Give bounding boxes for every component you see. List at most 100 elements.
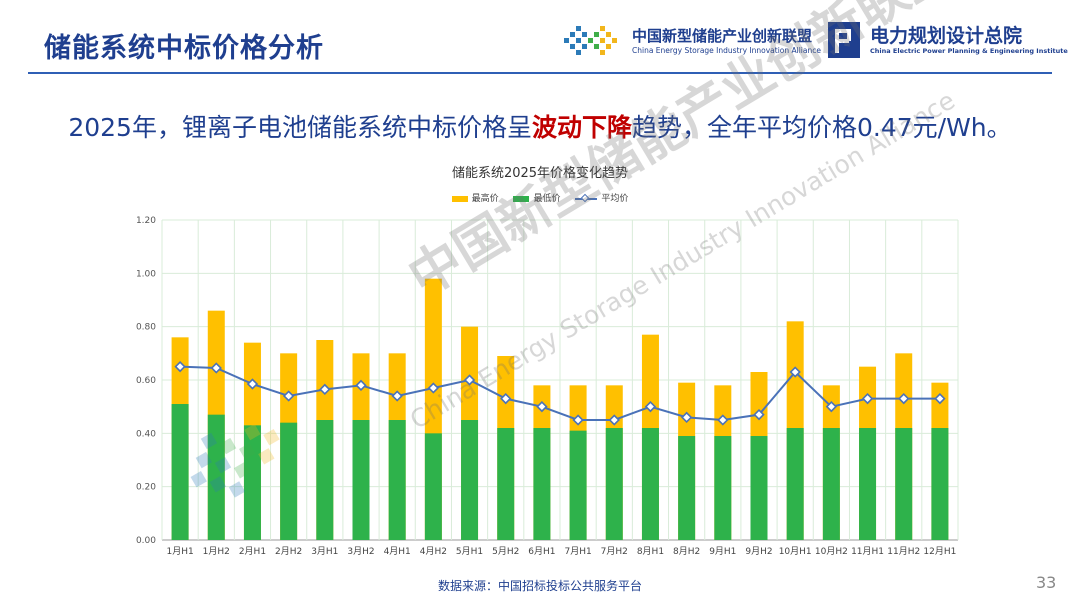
avg-price-point	[825, 401, 838, 413]
y-tick-label: 0.60	[136, 376, 156, 386]
bar-min-price	[533, 428, 551, 540]
bar-min-price	[895, 428, 913, 540]
avg-price-point	[898, 393, 910, 405]
headline-suffix: 趋势，全年平均价格0.47元/Wh。	[631, 113, 1012, 142]
x-tick-label: 2月H1	[239, 546, 266, 557]
x-tick-label: 9月H1	[709, 546, 736, 557]
avg-price-point	[319, 383, 331, 395]
x-tick-label: 3月H1	[311, 546, 338, 557]
avg-price-line	[180, 365, 940, 422]
x-tick-label: 8月H2	[673, 546, 700, 557]
institute-name-cn: 电力规划设计总院	[870, 25, 1023, 47]
avg-price-point	[717, 414, 729, 426]
x-tick-label: 1月H1	[166, 546, 193, 557]
y-tick-label: 0.00	[136, 536, 156, 546]
bar-min-price	[461, 420, 479, 540]
avg-price-point	[789, 366, 801, 378]
bar-min-price	[424, 433, 442, 540]
chart-legend: 最高价 最低价 平均价	[0, 191, 1080, 204]
bar-min-price	[641, 428, 659, 540]
y-tick-label: 1.20	[136, 216, 156, 226]
legend-marker-avg	[575, 194, 598, 203]
y-tick-label: 0.20	[136, 483, 156, 493]
bar-min-price	[388, 420, 406, 540]
alliance-name-en: China Energy Storage Industry Innovation…	[632, 46, 821, 55]
x-tick-label: 10月H2	[815, 546, 848, 557]
legend-item-avg: 平均价	[575, 191, 628, 204]
x-tick-label: 7月H2	[601, 546, 628, 557]
avg-price-point	[391, 390, 403, 402]
x-tick-label: 11月H1	[851, 546, 884, 557]
institute-logo-icon	[828, 22, 860, 58]
bar-min-price	[714, 436, 732, 540]
x-tick-label: 7月H1	[564, 546, 591, 557]
page-number: 33	[1036, 573, 1057, 592]
x-tick-label: 3月H2	[347, 546, 374, 557]
x-tick-label: 4月H2	[420, 546, 447, 557]
legend-label-min: 最低价	[533, 194, 561, 204]
bar-min-price	[352, 420, 370, 540]
bar-min-price	[822, 428, 840, 540]
avg-price-point	[210, 362, 222, 374]
x-tick-label: 11月H2	[887, 546, 920, 557]
bar-min-price	[280, 422, 298, 540]
y-tick-label: 0.40	[136, 429, 156, 439]
bar-min-price	[316, 420, 334, 540]
x-tick-label: 2月H2	[275, 546, 302, 557]
legend-item-max: 最高价	[451, 191, 499, 204]
bar-min-price	[243, 425, 261, 540]
legend-swatch-max	[451, 195, 468, 202]
avg-price-point	[355, 379, 367, 391]
avg-price-point	[934, 393, 946, 405]
avg-price-point	[500, 393, 512, 405]
legend-label-max: 最高价	[471, 194, 499, 204]
x-tick-label: 5月H1	[456, 546, 483, 557]
bar-min-price	[207, 414, 225, 540]
avg-price-point	[608, 414, 620, 426]
y-tick-label: 0.80	[136, 323, 156, 333]
avg-price-point	[536, 401, 548, 413]
y-tick-label: 1.00	[136, 269, 156, 279]
bar-min-price	[786, 428, 804, 540]
avg-price-point	[463, 374, 476, 386]
institute-name-en: China Electric Power Planning & Engineer…	[870, 47, 1068, 55]
chart-title: 储能系统2025年价格变化趋势	[451, 166, 629, 181]
alliance-name-cn: 中国新型储能产业创新联盟	[632, 27, 813, 45]
avg-price-point	[572, 414, 584, 426]
avg-price-point	[246, 378, 259, 390]
legend-swatch-min	[513, 195, 530, 202]
x-tick-label: 6月H1	[528, 546, 555, 557]
avg-price-point	[753, 409, 765, 421]
bar-min-price	[931, 428, 949, 540]
institute-logo: 电力规划设计总院 China Electric Power Planning &…	[826, 18, 1068, 68]
bar-min-price	[497, 428, 515, 540]
headline: 2025年，锂离子电池储能系统中标价格呈波动下降趋势，全年平均价格0.47元/W…	[0, 108, 1080, 144]
x-tick-label: 4月H1	[384, 546, 411, 557]
x-tick-label: 1月H2	[203, 546, 230, 557]
avg-price-point	[174, 361, 186, 373]
bar-min-price	[569, 430, 587, 540]
data-source-note: 数据来源：中国招标投标公共服务平台	[437, 579, 642, 593]
bar-min-price	[678, 436, 696, 540]
avg-price-point	[861, 393, 874, 405]
watermark-logo-icon	[190, 423, 280, 498]
x-tick-label: 9月H2	[745, 546, 772, 557]
bar-min-price	[171, 404, 189, 540]
avg-price-point	[644, 401, 657, 413]
slide-title: 储能系统中标价格分析	[44, 33, 324, 64]
bar-min-price	[750, 436, 768, 540]
bar-min-price	[605, 428, 623, 540]
x-tick-label: 8月H1	[637, 546, 664, 557]
x-tick-label: 5月H2	[492, 546, 519, 557]
header-divider	[28, 72, 1052, 74]
avg-price-point	[427, 382, 440, 394]
headline-prefix: 2025年，锂离子电池储能系统中标价格呈	[68, 113, 532, 142]
x-tick-label: 12月H1	[923, 546, 956, 557]
headline-highlight: 波动下降	[531, 113, 632, 142]
legend-label-avg: 平均价	[601, 194, 629, 204]
bar-min-price	[859, 428, 877, 540]
x-tick-label: 10月H1	[779, 546, 812, 557]
alliance-logo: 中国新型储能产业创新联盟 China Energy Storage Indust…	[562, 18, 821, 68]
avg-price-point	[680, 411, 693, 423]
